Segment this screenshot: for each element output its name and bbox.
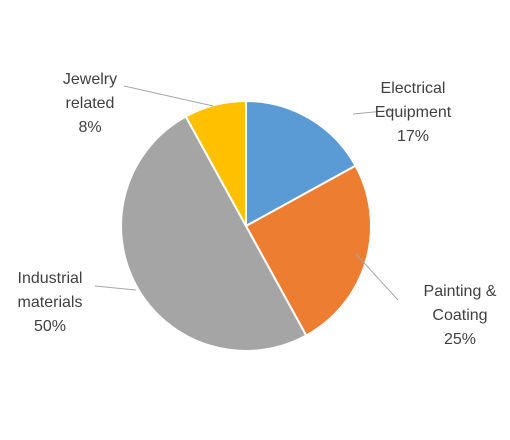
data-label-value: 17%	[397, 128, 429, 145]
pie-slice-electrical-equipment	[245, 99, 357, 228]
pie-slice-jewelry-related	[184, 99, 247, 227]
data-label-jewelry-related: Jewelry related 8%	[63, 71, 117, 136]
data-label-text: Jewelry	[63, 71, 117, 88]
data-label-text: Electrical	[381, 80, 446, 97]
data-label-text: Coating	[432, 307, 487, 324]
pie-slice-industrial-materials	[120, 115, 308, 352]
pie-slices	[120, 99, 373, 352]
pie-slice-painting-coating	[244, 164, 373, 337]
leader-lines	[94, 85, 399, 301]
data-label-text: Equipment	[375, 104, 452, 121]
data-label-electrical-equipment: Electrical Equipment 17%	[375, 80, 452, 145]
data-label-value: 50%	[34, 318, 66, 335]
data-label-text: Industrial	[18, 270, 83, 287]
data-label-value: 25%	[444, 331, 476, 348]
data-label-industrial-materials: Industrial materials 50%	[18, 270, 83, 335]
data-label-painting-coating: Painting & Coating 25%	[424, 283, 497, 348]
leader-line-jewelry-related	[123, 85, 214, 107]
leader-line-industrial-materials	[94, 285, 137, 291]
data-label-text: materials	[18, 294, 83, 311]
leader-line-painting-coating	[355, 253, 399, 301]
data-label-value: 8%	[78, 119, 101, 136]
data-label-text: Painting &	[424, 283, 497, 300]
leader-line-electrical-equipment	[352, 109, 397, 115]
data-label-text: related	[66, 95, 115, 112]
data-labels: Electrical Equipment 17% Painting & Coating 2…	[18, 71, 497, 348]
